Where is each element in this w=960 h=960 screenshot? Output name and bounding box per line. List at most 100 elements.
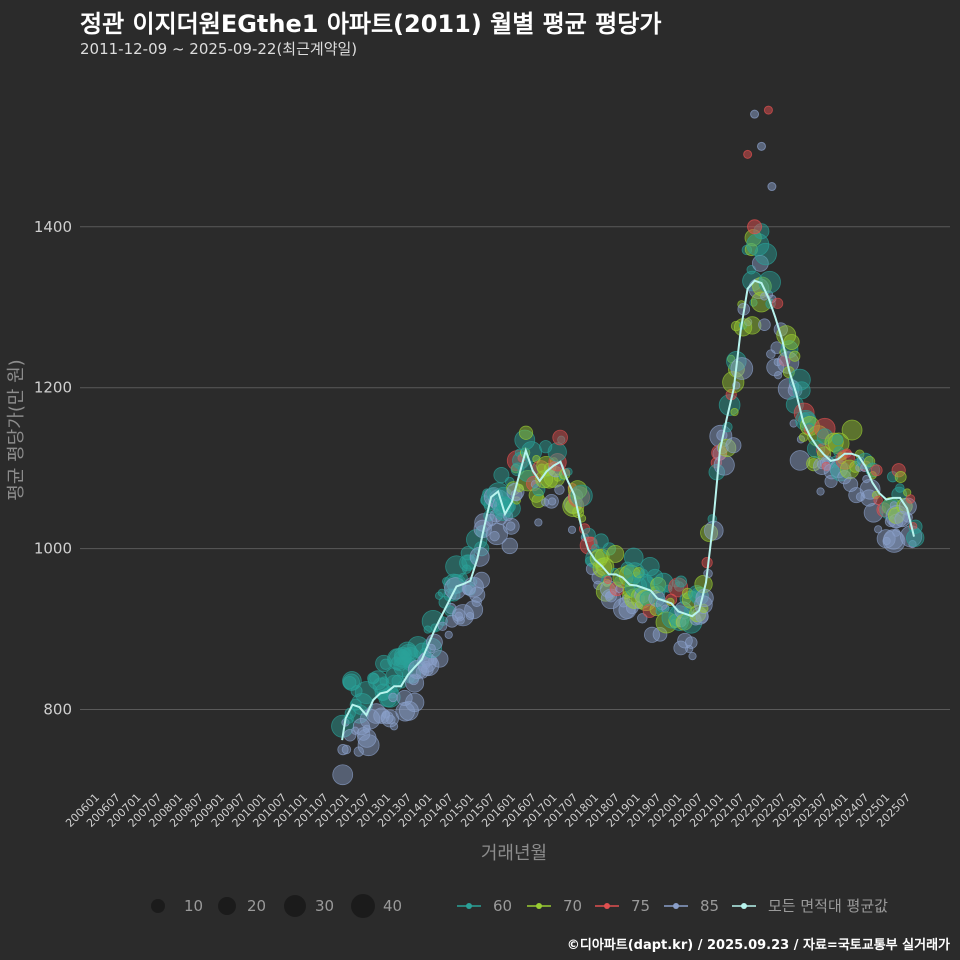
legend-size-label-20: 20	[247, 897, 266, 915]
data-point-85	[489, 530, 500, 542]
data-point-60	[380, 658, 392, 670]
data-point-70	[841, 419, 863, 441]
data-point-85	[405, 692, 425, 713]
legend-label-1: 70	[563, 897, 582, 915]
footer-credit: ©디아파트(dapt.kr) / 2025.09.23 / 자료=국토교통부 실…	[566, 938, 950, 953]
data-point-85	[505, 521, 516, 531]
chart-subtitle: 2011-12-09 ~ 2025-09-22(최근계약일)	[80, 40, 358, 58]
average-line-layer	[341, 279, 915, 741]
data-point-85	[502, 517, 520, 535]
data-point-70	[744, 242, 758, 257]
data-point-60	[640, 556, 660, 577]
legend-size-bubble-10	[151, 899, 165, 913]
average-line	[341, 279, 915, 741]
data-point-85	[437, 621, 448, 632]
legend: 10 20 30 40 60 70 75 85 모든 면적대 평균값	[151, 894, 888, 918]
data-point-85	[422, 660, 431, 670]
data-point-85	[618, 601, 637, 620]
data-point-85	[388, 692, 398, 703]
data-point-85	[816, 487, 825, 496]
data-point-85	[789, 450, 811, 471]
data-point-85	[471, 596, 482, 607]
data-point-85	[684, 636, 698, 649]
data-point-85	[417, 654, 440, 677]
data-point-60	[399, 643, 419, 663]
data-point-60	[758, 270, 781, 294]
legend-size-bubble-30	[284, 895, 306, 917]
legend-marker-1	[536, 903, 542, 909]
data-point-60	[557, 435, 566, 444]
data-point-85	[605, 590, 617, 603]
data-point-85	[353, 746, 364, 757]
data-point-85	[485, 522, 509, 546]
data-point-75	[763, 105, 773, 115]
y-tick-label-1400: 1400	[34, 218, 72, 236]
data-point-85	[688, 651, 697, 661]
legend-marker-3	[673, 903, 679, 909]
data-point-60	[856, 452, 874, 470]
y-tick-label-1000: 1000	[34, 540, 72, 558]
data-point-85	[332, 764, 354, 786]
data-point-70	[864, 455, 876, 468]
data-point-85	[767, 182, 777, 192]
data-point-85	[637, 613, 648, 624]
legend-label-2: 75	[631, 897, 650, 915]
data-point-75	[905, 494, 916, 504]
data-point-85	[530, 480, 539, 489]
chart-title: 정관 이지더원EGthe1 아파트(2011) 월별 평균 평당가	[80, 10, 662, 38]
data-point-70	[783, 333, 800, 350]
data-point-75	[552, 429, 568, 446]
data-point-60	[754, 242, 777, 266]
data-point-85	[750, 109, 760, 119]
data-point-85	[725, 437, 742, 454]
legend-marker-2	[604, 903, 610, 909]
data-point-75	[873, 495, 883, 506]
data-point-60	[493, 467, 510, 484]
data-point-60	[458, 572, 468, 583]
data-point-60	[343, 676, 357, 690]
data-point-85	[454, 611, 463, 620]
data-point-85	[357, 734, 380, 757]
data-point-85	[473, 571, 491, 589]
data-point-70	[595, 581, 617, 602]
data-point-85	[770, 341, 784, 354]
data-point-85	[343, 728, 357, 742]
data-point-85	[860, 489, 878, 507]
data-point-85	[430, 650, 449, 668]
data-point-70	[743, 316, 762, 335]
data-point-60	[906, 528, 925, 547]
data-point-85	[756, 141, 766, 151]
data-point-60	[539, 440, 553, 454]
data-point-85	[456, 616, 465, 625]
data-point-85	[464, 600, 484, 620]
data-point-85	[337, 744, 349, 756]
data-point-75	[870, 464, 883, 477]
data-point-70	[871, 491, 881, 500]
data-point-85	[876, 529, 896, 549]
data-point-85	[758, 318, 771, 331]
data-point-75	[891, 463, 906, 478]
x-axis-label: 거래년월	[481, 843, 547, 864]
data-point-85	[501, 537, 518, 555]
legend-size-bubble-20	[218, 897, 236, 915]
legend-marker-0	[466, 903, 472, 909]
data-point-85	[652, 626, 668, 642]
data-point-85	[534, 518, 543, 527]
data-point-85	[730, 357, 754, 380]
data-point-60	[675, 575, 688, 588]
data-point-60	[623, 547, 644, 568]
legend-size-label-40: 40	[383, 897, 402, 915]
y-tick-label-1200: 1200	[34, 379, 72, 397]
data-point-60	[639, 591, 655, 607]
data-point-70	[789, 350, 801, 362]
data-point-85	[408, 674, 419, 686]
data-point-85	[421, 663, 434, 676]
data-point-70	[537, 463, 547, 473]
legend-size-label-10: 10	[184, 897, 203, 915]
data-point-60	[832, 434, 844, 446]
y-tick-label-800: 800	[43, 701, 72, 719]
data-point-85	[396, 689, 413, 706]
data-point-70	[894, 471, 907, 483]
data-point-70	[595, 557, 615, 577]
data-point-60	[532, 483, 546, 497]
